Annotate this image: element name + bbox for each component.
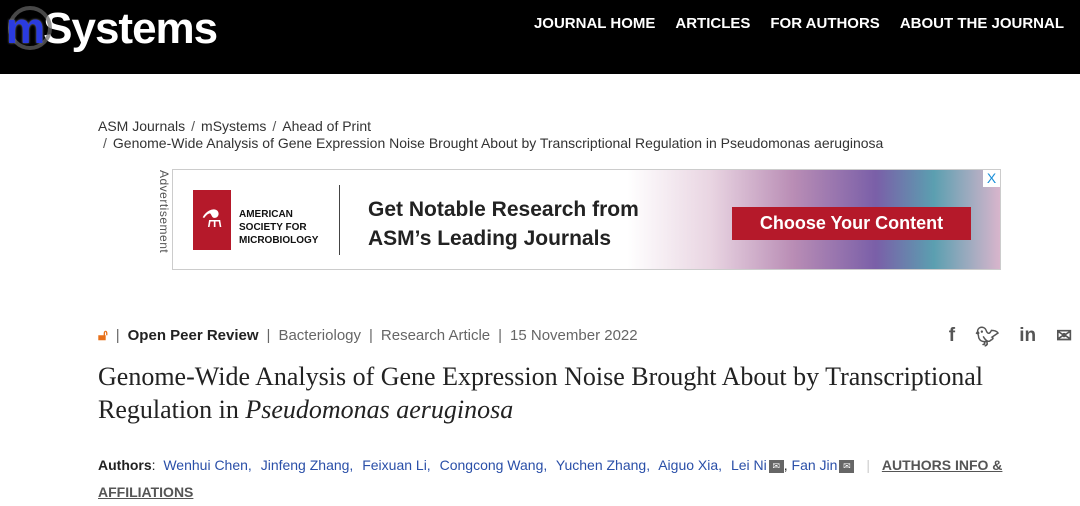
choose-content-button[interactable]: Choose Your Content <box>732 207 971 240</box>
author-link[interactable]: Wenhui Chen, <box>163 457 252 473</box>
open-access-icon: 🔓︎ <box>98 327 108 344</box>
breadcrumb: ASM Journals / mSystems / Ahead of Print <box>98 118 372 134</box>
article-meta: 🔓︎ | Open Peer Review | Bacteriology | Rese… <box>98 327 638 344</box>
close-ad-icon[interactable]: X <box>983 170 1000 187</box>
linkedin-icon[interactable]: in <box>1019 325 1037 346</box>
article-title: Genome-Wide Analysis of Gene Expression … <box>98 362 984 424</box>
authors-info-link[interactable]: AUTHORS INFO & AFFILIATIONS <box>98 457 1003 500</box>
ad-headline-2: ASM’s Leading Journals <box>368 227 612 250</box>
author-link[interactable]: Congcong Wang, <box>439 457 548 473</box>
advertisement-label: Advertisement <box>157 170 171 254</box>
breadcrumb-current: Genome-Wide Analysis of Gene Expression … <box>112 135 884 151</box>
nav-about-journal[interactable]: ABOUT THE JOURNAL <box>899 15 1064 32</box>
author-link[interactable]: Feixuan Li, <box>362 457 431 473</box>
subject-link[interactable]: Bacteriology <box>278 327 361 344</box>
publish-date: 15 November 2022 <box>510 327 638 344</box>
author-link[interactable]: Lei Ni <box>730 457 767 473</box>
author-link[interactable]: Aiguo Xia, <box>658 457 723 473</box>
twitter-icon[interactable]: 🐦︎ <box>975 327 1000 348</box>
ad-headline-1: Get Notable Research from <box>368 198 639 221</box>
share-bar: f 🐦︎ in ✉ <box>949 325 1072 349</box>
nav-for-authors[interactable]: FOR AUTHORS <box>770 15 880 32</box>
msystems-logo[interactable]: m Systems <box>6 4 218 53</box>
author-link[interactable]: Yuchen Zhang, <box>555 457 651 473</box>
article-type: Research Article <box>380 327 491 344</box>
author-link[interactable]: Jinfeng Zhang, <box>260 457 354 473</box>
breadcrumb-msystems[interactable]: mSystems <box>201 118 267 134</box>
authors-list: Authors: Wenhui Chen, Jinfeng Zhang, Fei… <box>98 457 1003 500</box>
email-icon[interactable]: ✉ <box>839 459 855 473</box>
top-nav: m Systems JOURNAL HOME ARTICLES FOR AUTHO… <box>0 0 1080 74</box>
email-icon[interactable]: ✉ <box>1056 326 1072 347</box>
email-icon[interactable]: ✉ <box>768 459 784 473</box>
advertisement-banner[interactable]: ⚗ AMERICAN SOCIETY FOR MICROBIOLOGY Get … <box>172 169 1001 270</box>
microscope-icon: ⚗ <box>193 190 231 250</box>
facebook-icon[interactable]: f <box>948 325 956 346</box>
breadcrumb-ahead-of-print[interactable]: Ahead of Print <box>282 118 372 134</box>
open-peer-review-link[interactable]: Open Peer Review <box>127 327 259 344</box>
asm-org-name: AMERICAN SOCIETY FOR MICROBIOLOGY <box>239 209 319 246</box>
nav-journal-home[interactable]: JOURNAL HOME <box>533 15 656 32</box>
nav-articles[interactable]: ARTICLES <box>675 15 751 32</box>
author-link[interactable]: Fan Jin <box>791 457 838 473</box>
breadcrumb-asm-journals[interactable]: ASM Journals <box>98 118 186 134</box>
